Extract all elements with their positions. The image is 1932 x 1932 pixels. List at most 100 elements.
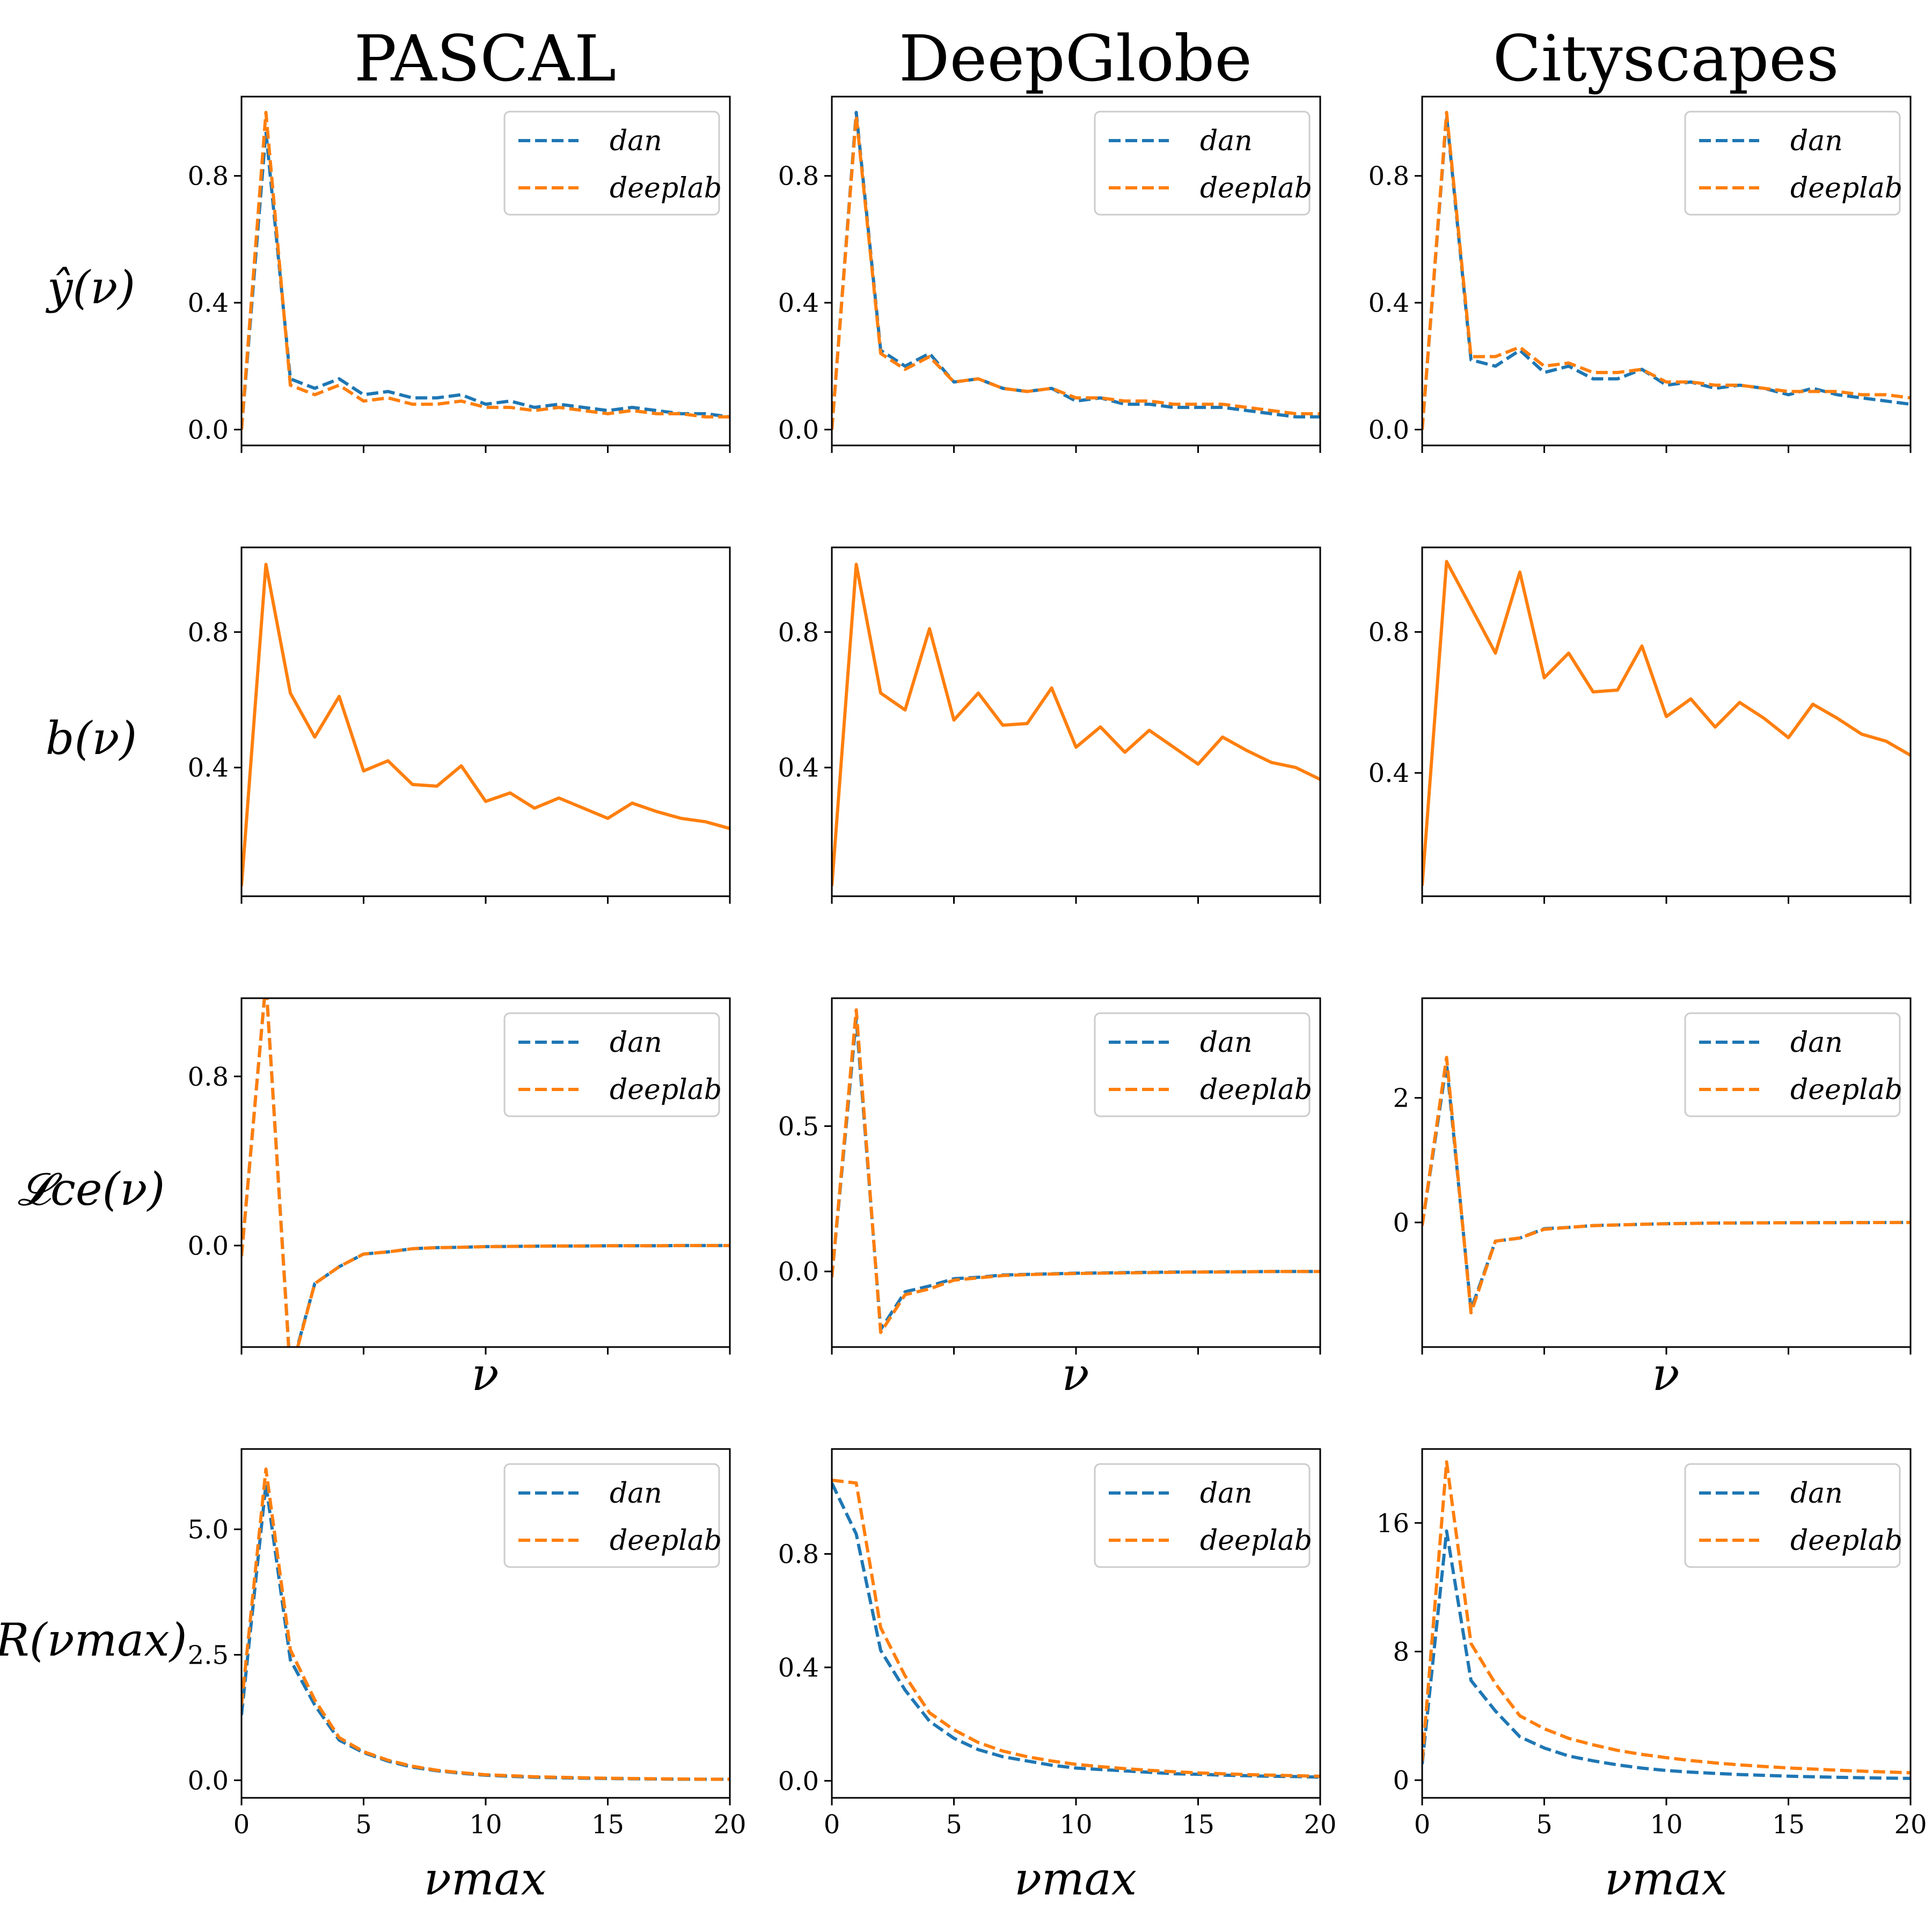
legend-label-deeplab: deeplab [610, 172, 722, 204]
y-tick-label: 0.0 [188, 415, 229, 445]
axes-frame [831, 997, 1321, 1348]
y-tick-label: 0.8 [188, 1062, 229, 1092]
series-group [1422, 111, 1911, 430]
y-tick-label: 2.5 [188, 1640, 229, 1670]
y-tick-label: 2 [1393, 1084, 1409, 1114]
y-tick-label: 5.0 [188, 1515, 229, 1545]
y-tick-label: 0 [1393, 1766, 1409, 1796]
legend-label-deeplab: deeplab [610, 1525, 722, 1557]
legend-label-dan: dan [610, 1027, 662, 1059]
series-line-dan [1422, 1529, 1911, 1780]
y-tick-label: 0.0 [778, 415, 819, 445]
y-tick-label: 0.8 [778, 618, 819, 648]
series-line-dan [241, 130, 730, 430]
panel-b-pascal: 0.4 0.8 [188, 546, 731, 904]
y-tick-label: 0.0 [778, 1766, 819, 1796]
row-label-r: R(νmax) [0, 1614, 187, 1666]
panel-r-deepglobe: 0 5 10 15 20 0.0 0.4 0.8 dan deeplab [778, 1448, 1337, 1840]
panel-yhat-cityscapes: 0.0 0.4 0.8 dan deeplab [1368, 96, 1912, 453]
legend-label-deeplab: deeplab [1200, 172, 1312, 204]
legend-label-deeplab: deeplab [1200, 1074, 1312, 1106]
y-tick-label: 0.8 [1368, 162, 1409, 192]
axes-frame [240, 1448, 731, 1799]
x-tick-label: 20 [1894, 1810, 1927, 1840]
y-tick-label: 0.4 [778, 288, 819, 318]
x-label-numax-cityscapes: νmax [1605, 1853, 1727, 1905]
panel-r-cityscapes: 0 5 10 15 20 0 8 16 dan deeplab [1377, 1448, 1927, 1840]
axes-frame [831, 1448, 1321, 1799]
series-line-deeplab [241, 111, 730, 430]
axes-frame [240, 96, 731, 447]
x-label-numax-pascal: νmax [424, 1853, 546, 1905]
axes-frame [1421, 96, 1912, 447]
axes-frame [1421, 1448, 1912, 1799]
column-title-deepglobe: DeepGlobe [899, 21, 1252, 96]
axes-frame [831, 546, 1321, 897]
x-tick-label: 10 [469, 1810, 502, 1840]
series-group [1422, 1460, 1911, 1780]
panels: 0.00.40.8dandeeplab0.00.40.8dandeeplab0.… [188, 96, 1927, 1840]
legend-label-dan: dan [1790, 125, 1843, 157]
y-tick-label: 0.8 [188, 162, 229, 192]
x-tick-label: 20 [713, 1810, 746, 1840]
x-tick-label: 15 [591, 1810, 624, 1840]
x-label-nu-deepglobe: ν [1062, 1348, 1089, 1401]
x-label-nu-cityscapes: ν [1652, 1348, 1679, 1401]
panel-b-deepglobe: 0.4 0.8 [778, 546, 1321, 904]
axes-frame [240, 546, 731, 897]
legend-label-dan: dan [1200, 1477, 1253, 1510]
y-tick-label: 0.8 [778, 162, 819, 192]
series-group [241, 562, 730, 887]
x-tick-label: 0 [1414, 1810, 1431, 1840]
x-tick-label: 0 [233, 1810, 250, 1840]
series-group [241, 998, 730, 1347]
y-tick-label: 0.0 [778, 1257, 819, 1287]
series-line-dan [832, 111, 1320, 430]
x-label-nu-pascal: ν [471, 1348, 499, 1401]
panel-lce-pascal: 0.0 0.8 dan deeplab [188, 997, 731, 1355]
x-tick-label: 10 [1059, 1810, 1092, 1840]
series-line-deeplab [832, 1008, 1320, 1334]
series-group [832, 1479, 1320, 1779]
legend-label-deeplab: deeplab [1790, 1074, 1902, 1106]
legend-label-deeplab: deeplab [1790, 172, 1902, 204]
series-group [832, 1008, 1320, 1334]
x-tick-label: 20 [1304, 1810, 1336, 1840]
legend-label-dan: dan [1790, 1477, 1843, 1510]
y-tick-label: 8 [1393, 1637, 1409, 1667]
series-line-line [1422, 560, 1911, 886]
axes-frame [831, 96, 1321, 447]
panel-r-pascal: 0 5 10 15 20 0.0 2.5 5.0 dan deeplab [188, 1448, 747, 1840]
series-line-line [832, 562, 1320, 887]
x-tick-label: 0 [824, 1810, 840, 1840]
y-tick-label: 0.0 [188, 1231, 229, 1261]
legend-label-dan: dan [1200, 1027, 1253, 1059]
x-tick-label: 5 [946, 1810, 962, 1840]
panel-yhat-pascal: 0.0 0.4 0.8 dan deeplab [188, 96, 731, 453]
series-group [1422, 1056, 1911, 1315]
axes-frame [1421, 546, 1912, 897]
series-line-deeplab [241, 1467, 730, 1781]
x-tick-label: 10 [1650, 1810, 1682, 1840]
column-title-pascal: PASCAL [354, 21, 616, 96]
legend-label-deeplab: deeplab [610, 1074, 722, 1106]
row-label-b: b(ν) [46, 712, 137, 765]
y-tick-label: 0.0 [188, 1766, 229, 1796]
legend-label-deeplab: deeplab [1790, 1525, 1902, 1557]
x-tick-label: 15 [1772, 1810, 1805, 1840]
series-line-deeplab [832, 114, 1320, 430]
legend-label-deeplab: deeplab [1200, 1525, 1312, 1557]
panel-yhat-deepglobe: 0.0 0.4 0.8 dan deeplab [778, 96, 1321, 453]
series-group [241, 1467, 730, 1781]
panel-lce-cityscapes: 0 2 dan deeplab [1393, 997, 1912, 1355]
x-tick-label: 5 [355, 1810, 372, 1840]
series-line-deeplab [241, 998, 730, 1347]
row-label-yhat: ŷ(ν) [45, 261, 135, 314]
y-tick-label: 16 [1377, 1509, 1409, 1539]
series-line-deeplab [1422, 1056, 1911, 1315]
y-tick-label: 0.4 [188, 753, 229, 783]
y-tick-label: 0.4 [188, 288, 229, 318]
series-group [1422, 560, 1911, 886]
panel-lce-deepglobe: 0.0 0.5 dan deeplab [778, 997, 1321, 1355]
